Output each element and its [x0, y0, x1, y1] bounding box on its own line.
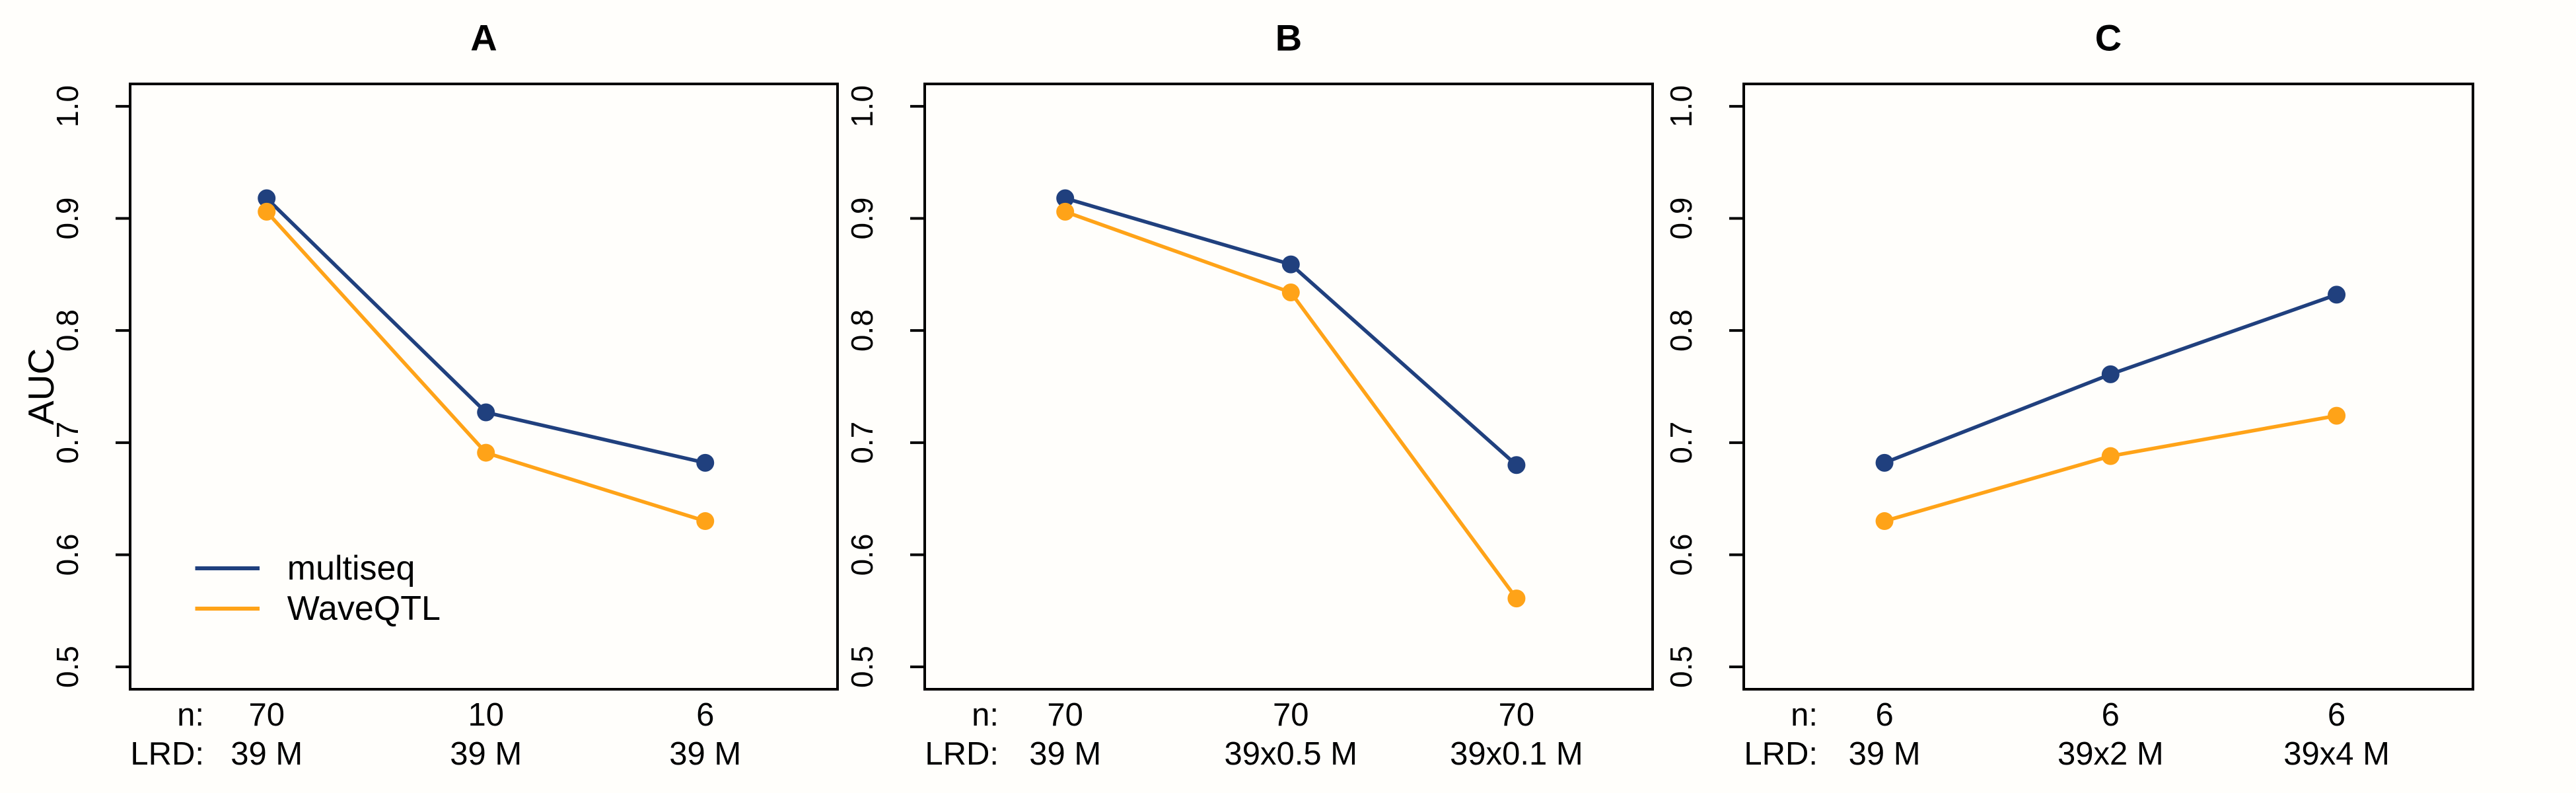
panel-b-box — [923, 83, 1654, 691]
panel-c-x-value-lrd: 39x4 M — [2283, 736, 2390, 772]
panel-a-y-tick-label: 0.8 — [50, 309, 85, 352]
panel-c-y-tick-label: 0.5 — [1664, 646, 1698, 688]
panel-a-x-row-label-n: n: — [177, 697, 204, 733]
panel-a-y-tick-label: 0.5 — [50, 646, 85, 688]
panel-a-data-point-multiseq — [696, 453, 715, 472]
panel-b-title: B — [1275, 17, 1302, 59]
panel-a-box — [129, 83, 839, 691]
panel-c-data-point-waveqtl — [2328, 406, 2346, 425]
panel-c-data-point-waveqtl — [1875, 512, 1894, 531]
panel-a-y-tick-label: 0.9 — [50, 198, 85, 240]
panel-b-x-value-n: 70 — [1273, 697, 1309, 733]
panel-a-title: A — [470, 17, 497, 59]
legend-label-multiseq: multiseq — [287, 549, 415, 587]
panel-a-y-tick-label: 0.7 — [50, 422, 85, 464]
panel-c-x-value-lrd: 39 M — [1849, 736, 1921, 772]
panel-a-y-tick-label: 1.0 — [50, 85, 85, 128]
panel-b-data-point-waveqtl — [1056, 202, 1075, 221]
panel-c-x-value-n: 6 — [2328, 697, 2345, 733]
panel-b-data-point-multiseq — [1281, 255, 1300, 274]
panel-a-y-tick-label: 0.6 — [50, 533, 85, 576]
panel-a-x-value-lrd: 39 M — [669, 736, 741, 772]
panel-b-x-value-lrd: 39x0.1 M — [1450, 736, 1583, 772]
panel-b-x-value-n: 70 — [1047, 697, 1083, 733]
panel-c-box — [1742, 83, 2474, 691]
panel-a-x-value-n: 6 — [696, 697, 714, 733]
panel-a-data-point-multiseq — [477, 403, 495, 422]
legend-label-waveqtl: WaveQTL — [287, 589, 441, 628]
panel-b-data-point-waveqtl — [1281, 283, 1300, 302]
panel-b-x-row-label-lrd: LRD: — [925, 736, 999, 772]
panel-b-x-value-n: 70 — [1499, 697, 1535, 733]
panel-c-data-point-waveqtl — [2101, 447, 2120, 465]
panel-b-x-value-lrd: 39x0.5 M — [1225, 736, 1358, 772]
panel-b-y-tick-label: 0.7 — [845, 422, 879, 464]
panel-c-x-value-lrd: 39x2 M — [2057, 736, 2164, 772]
panel-b-data-point-waveqtl — [1507, 589, 1526, 608]
panel-c-x-value-n: 6 — [1875, 697, 1893, 733]
panel-b-data-point-multiseq — [1507, 456, 1526, 474]
panel-c-y-tick-label: 0.9 — [1664, 198, 1698, 240]
panel-a-x-row-label-lrd: LRD: — [130, 736, 204, 772]
panel-c-data-point-multiseq — [1875, 453, 1894, 472]
panel-a-series-line-multiseq — [265, 197, 706, 465]
panel-b-y-tick-label: 1.0 — [845, 85, 879, 128]
panel-c-x-row-label-n: n: — [1791, 697, 1818, 733]
panel-a-x-value-lrd: 39 M — [450, 736, 522, 772]
panel-c-x-row-label-lrd: LRD: — [1744, 736, 1818, 772]
panel-a-series-line-waveqtl — [265, 210, 706, 523]
panel-a-x-value-n: 70 — [248, 697, 285, 733]
panel-b-y-tick-label: 0.8 — [845, 309, 879, 352]
panel-c-data-point-multiseq — [2101, 365, 2120, 383]
panel-a-x-value-lrd: 39 M — [231, 736, 303, 772]
panel-a-data-point-waveqtl — [477, 443, 495, 462]
panel-c-series-line-waveqtl — [1884, 414, 2338, 523]
panel-c-y-tick-label: 0.6 — [1664, 533, 1698, 576]
panel-b-y-tick-label: 0.9 — [845, 198, 879, 240]
panel-b-data-point-multiseq — [1056, 189, 1075, 208]
panel-a-data-point-waveqtl — [696, 512, 715, 531]
panel-c-title: C — [2095, 17, 2122, 59]
y-axis-title: AUC — [20, 348, 61, 425]
panel-b-series-line-multiseq — [1064, 196, 1518, 467]
panel-b-y-tick-label: 0.6 — [845, 533, 879, 576]
panel-c-x-value-n: 6 — [2102, 697, 2120, 733]
panel-a-data-point-multiseq — [258, 189, 276, 208]
panel-c-y-tick-label: 0.8 — [1664, 309, 1698, 352]
panel-c-y-tick-label: 1.0 — [1664, 85, 1698, 128]
panel-a-x-value-n: 10 — [468, 697, 504, 733]
panel-b-x-value-lrd: 39 M — [1029, 736, 1101, 772]
panel-b-x-row-label-n: n: — [972, 697, 999, 733]
panel-b-y-tick-label: 0.5 — [845, 646, 879, 688]
panel-c-y-tick-label: 0.7 — [1664, 422, 1698, 464]
panel-a-data-point-waveqtl — [258, 202, 276, 221]
panel-c-data-point-multiseq — [2328, 285, 2346, 304]
